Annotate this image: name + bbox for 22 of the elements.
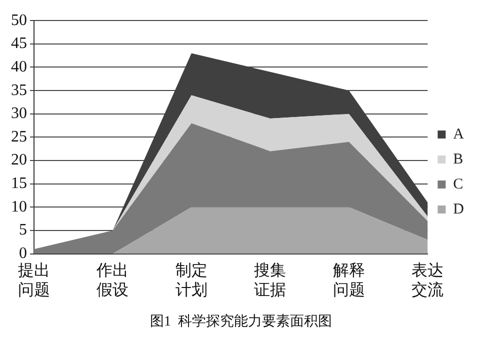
y-tick-label: 10 (11, 198, 27, 216)
x-tick-label: 制定计划 (175, 262, 208, 299)
y-tick-label: 0 (19, 245, 27, 262)
y-tick-label: 40 (11, 58, 27, 76)
x-tick-label: 解释问题 (332, 262, 365, 299)
y-tick-label: 35 (11, 82, 27, 99)
y-tick-label: 15 (11, 175, 27, 192)
x-tick-label: 表达交流 (412, 262, 444, 299)
legend-label: C (453, 176, 464, 192)
y-tick-label: 5 (19, 222, 27, 239)
x-tick-label: 搜集证据 (254, 262, 286, 299)
y-tick-label: 45 (11, 35, 27, 52)
y-tick-label: 30 (11, 105, 27, 122)
x-tick-label: 提出问题 (18, 262, 50, 299)
y-tick-label: 20 (11, 152, 27, 169)
legend-label: A (453, 126, 464, 142)
x-tick-label: 作出假设 (96, 262, 129, 299)
text: 图1 科学探究能力要素面积图 (150, 313, 332, 330)
y-tick-label: 50 (11, 12, 27, 29)
y-tick-label: 25 (11, 128, 27, 146)
legend-label: D (453, 201, 464, 218)
legend-label: B (453, 151, 464, 168)
